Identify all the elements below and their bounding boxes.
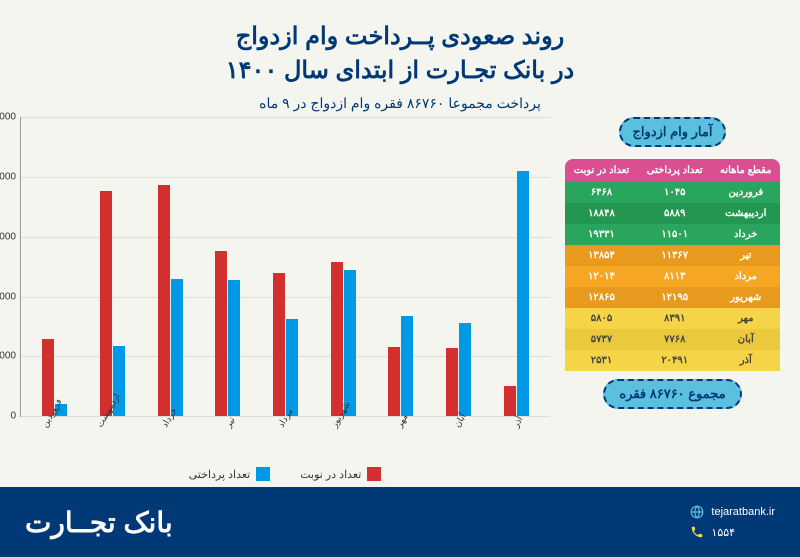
table-cell: ۱۸۸۴۸ — [565, 203, 638, 224]
subtitle: پرداخت مجموعا ۸۶۷۶۰ فقره وام ازدواج در ۹… — [20, 95, 780, 112]
legend-item-red: تعداد در نوبت — [300, 467, 381, 481]
bar-queue — [388, 347, 400, 416]
table-cell: اردیبهشت — [712, 203, 781, 224]
table-cell: ۱۲۱۹۵ — [638, 287, 712, 308]
footer-phone: ۱۵۵۴ — [689, 524, 775, 540]
stats-table-section: آمار وام ازدواج مقطع ماهانه تعداد پرداخت… — [565, 117, 780, 487]
table-cell: آذر — [712, 350, 781, 371]
table-cell: آبان — [712, 329, 781, 350]
table-row: اردیبهشت۵۸۸۹۱۸۸۴۸ — [565, 203, 780, 224]
bar-group: فروردین — [26, 117, 84, 416]
bar-group: خرداد — [141, 117, 199, 416]
table-row: آبان۷۷۶۸۵۷۳۷ — [565, 329, 780, 350]
y-axis-tick: 5000 — [0, 351, 16, 362]
bar-paid — [517, 171, 529, 416]
table-cell: مهر — [712, 308, 781, 329]
table-row: آذر۲۰۴۹۱۲۵۳۱ — [565, 350, 780, 371]
y-axis-tick: 0 — [0, 411, 16, 422]
table-cell: فروردین — [712, 182, 781, 203]
footer-logo-text: بانک تجــارت — [25, 507, 173, 538]
chart-legend: تعداد در نوبت تعداد پرداختی — [20, 467, 550, 481]
table-header-queue: تعداد در نوبت — [565, 159, 638, 182]
y-axis-tick: 25000 — [0, 112, 16, 123]
table-cell: ۱۳۸۵۴ — [565, 245, 638, 266]
footer-phone-text: ۱۵۵۴ — [711, 526, 735, 539]
footer-website-text: tejaratbank.ir — [711, 506, 775, 518]
table-cell: ۸۳۹۱ — [638, 308, 712, 329]
table-row: مرداد۸۱۱۳۱۲۰۱۴ — [565, 266, 780, 287]
table-cell: ۸۱۱۳ — [638, 266, 712, 287]
table-row: فروردین۱۰۴۵۶۴۶۸ — [565, 182, 780, 203]
table-row: مهر۸۳۹۱۵۸۰۵ — [565, 308, 780, 329]
table-cell: مرداد — [712, 266, 781, 287]
bar-queue — [331, 262, 343, 416]
bar-queue — [100, 191, 112, 416]
globe-icon — [689, 504, 705, 520]
table-cell: ۱۲۸۶۵ — [565, 287, 638, 308]
bar-paid — [344, 270, 356, 416]
y-axis-tick: 15000 — [0, 231, 16, 242]
bar-group: تیر — [199, 117, 257, 416]
phone-icon — [689, 524, 705, 540]
table-total-badge: مجموع ۸۶۷۶۰ فقره — [603, 379, 741, 409]
table-cell: ۷۷۶۸ — [638, 329, 712, 350]
bar-group: اردیبهشت — [84, 117, 142, 416]
bar-group: شهریور — [314, 117, 372, 416]
table-row: تیر۱۱۳۶۷۱۳۸۵۴ — [565, 245, 780, 266]
bar-paid — [286, 319, 298, 416]
legend-swatch-blue — [256, 467, 270, 481]
footer-logo: بانک تجــارت — [25, 506, 173, 539]
bar-queue — [273, 273, 285, 417]
table-cell: ۲۵۳۱ — [565, 350, 638, 371]
table-cell: ۵۸۸۹ — [638, 203, 712, 224]
bar-paid — [228, 280, 240, 416]
table-row: شهریور۱۲۱۹۵۱۲۸۶۵ — [565, 287, 780, 308]
table-cell: ۱۱۳۶۷ — [638, 245, 712, 266]
bar-group: آبان — [430, 117, 488, 416]
bar-paid — [401, 316, 413, 416]
table-cell: ۱۱۵۰۱ — [638, 224, 712, 245]
bar-queue — [158, 185, 170, 416]
stats-table: مقطع ماهانه تعداد پرداختی تعداد در نوبت … — [565, 159, 780, 371]
header: روند صعودی پــرداخت وام ازدواج در بانک ت… — [0, 0, 800, 117]
y-axis-tick: 10000 — [0, 291, 16, 302]
table-cell: ۲۰۴۹۱ — [638, 350, 712, 371]
legend-item-blue: تعداد پرداختی — [189, 467, 271, 481]
table-cell: ۵۷۳۷ — [565, 329, 638, 350]
bar-paid — [171, 279, 183, 417]
footer: tejaratbank.ir ۱۵۵۴ بانک تجــارت — [0, 487, 800, 557]
table-cell: شهریور — [712, 287, 781, 308]
title-line-1: روند صعودی پــرداخت وام ازدواج — [20, 20, 780, 54]
legend-swatch-red — [367, 467, 381, 481]
table-header-paid: تعداد پرداختی — [638, 159, 712, 182]
bar-queue — [504, 386, 516, 416]
table-cell: ۶۴۶۸ — [565, 182, 638, 203]
table-cell: ۱۹۳۳۱ — [565, 224, 638, 245]
title-line-2: در بانک تجـارت از ابتدای سال ۱۴۰۰ — [20, 54, 780, 88]
legend-label-red: تعداد در نوبت — [300, 468, 361, 481]
bar-paid — [459, 323, 471, 416]
bar-group: آذر — [487, 117, 545, 416]
table-row: خرداد۱۱۵۰۱۱۹۳۳۱ — [565, 224, 780, 245]
footer-website: tejaratbank.ir — [689, 504, 775, 520]
table-title-badge: آمار وام ازدواج — [619, 117, 727, 147]
bar-group: مرداد — [257, 117, 315, 416]
bar-group: مهر — [372, 117, 430, 416]
y-axis-tick: 20000 — [0, 171, 16, 182]
footer-contact: tejaratbank.ir ۱۵۵۴ — [689, 504, 775, 540]
table-cell: ۵۸۰۵ — [565, 308, 638, 329]
table-cell: ۱۰۴۵ — [638, 182, 712, 203]
bar-queue — [446, 348, 458, 417]
bar-queue — [215, 251, 227, 417]
bar-chart: 0500010000150002000025000فروردیناردیبهشت… — [20, 117, 550, 487]
legend-label-blue: تعداد پرداختی — [189, 468, 251, 481]
table-cell: ۱۲۰۱۴ — [565, 266, 638, 287]
table-header-month: مقطع ماهانه — [712, 159, 781, 182]
x-axis-label: تیر — [223, 415, 238, 429]
table-cell: تیر — [712, 245, 781, 266]
table-cell: خرداد — [712, 224, 781, 245]
